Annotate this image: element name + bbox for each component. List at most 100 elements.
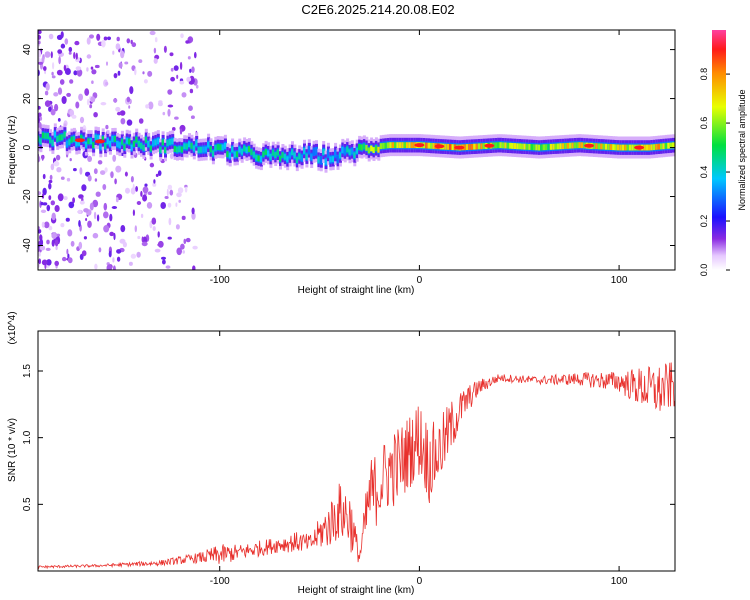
heatmap-noise-cell: [46, 259, 52, 266]
heatmap-noise-cell: [167, 184, 173, 190]
heatmap-noise-cell: [60, 176, 65, 180]
heatmap-ridge-cell: [545, 144, 548, 151]
heatmap-noise-cell: [38, 155, 41, 163]
heatmap-ridge-cell: [604, 143, 608, 150]
heatmap-peak-cell: [634, 145, 645, 150]
heatmap-ridge-cell: [619, 144, 623, 151]
heatmap-noise-cell: [58, 56, 61, 65]
heatmap-ridge-cell: [250, 149, 254, 156]
heatmap-ridge-cell: [70, 136, 74, 143]
heatmap-ridge-cell: [80, 134, 84, 141]
heatmap-noise-cell: [174, 116, 179, 120]
heatmap-noise-cell: [168, 217, 172, 226]
heatmap-noise-cell: [52, 62, 55, 70]
heatmap-ridge-cell: [516, 143, 520, 150]
heatmap-ridge-cell: [322, 149, 326, 155]
heatmap-noise-cell: [189, 68, 192, 73]
heatmap-noise-cell: [195, 84, 199, 89]
spectrogram-x-label: Height of straight line (km): [298, 285, 415, 296]
heatmap-noise-cell: [184, 186, 188, 193]
heatmap-noise-cell: [93, 112, 98, 118]
heatmap-noise-cell: [46, 204, 51, 212]
heatmap-ridge-cell: [152, 140, 155, 147]
heatmap-ridge-cell: [600, 143, 604, 150]
heatmap-noise-cell: [138, 59, 143, 63]
heatmap-noise-cell: [93, 211, 97, 220]
heatmap-noise-cell: [48, 225, 53, 231]
heatmap-noise-cell: [78, 220, 81, 227]
colorbar-tick-label: 0.8: [699, 68, 709, 81]
heatmap-noise-cell: [132, 209, 135, 216]
heatmap-ridge-cell: [312, 148, 316, 155]
heatmap-noise-cell: [113, 73, 118, 79]
heatmap-ridge-cell: [655, 143, 659, 150]
heatmap-ridge-cell: [626, 144, 630, 151]
heatmap-ridge-cell: [228, 152, 232, 159]
heatmap-noise-cell: [167, 89, 173, 95]
heatmap-noise-cell: [115, 43, 121, 50]
heatmap-noise-cell: [65, 217, 70, 222]
heatmap-noise-cell: [104, 167, 108, 173]
heatmap-ridge-cell: [178, 146, 182, 152]
heatmap-ridge-cell: [271, 149, 275, 156]
heatmap-ridge-cell: [672, 142, 675, 149]
heatmap-ridge-cell: [144, 136, 148, 143]
heatmap-ridge-cell: [75, 140, 79, 147]
heatmap-peak-cell: [74, 138, 85, 143]
heatmap-noise-cell: [181, 215, 186, 220]
heatmap-noise-cell: [112, 50, 115, 55]
heatmap-noise-cell: [50, 200, 55, 206]
heatmap-noise-cell: [131, 42, 137, 48]
heatmap-noise-cell: [145, 104, 150, 109]
heatmap-noise-cell: [40, 209, 47, 213]
heatmap-ridge-cell: [377, 146, 381, 153]
heatmap-ridge-cell: [329, 156, 333, 163]
heatmap-noise-cell: [113, 232, 116, 241]
heatmap-ridge-cell: [667, 142, 671, 149]
heatmap-ridge-cell: [274, 152, 278, 158]
heatmap-noise-cell: [105, 81, 109, 86]
heatmap-noise-cell: [51, 71, 54, 76]
heatmap-noise-cell: [166, 188, 169, 197]
heatmap-ridge-cell: [315, 148, 318, 155]
heatmap-ridge-cell: [346, 146, 350, 153]
spectrogram-panel: -100 0 100 40 20 0 -20 -40 Height of straight l…: [7, 29, 676, 296]
heatmap-noise-cell: [103, 36, 108, 41]
heatmap-noise-cell: [167, 202, 172, 208]
heatmap-ridge-cell: [199, 146, 203, 153]
heatmap-noise-cell: [103, 202, 108, 211]
heatmap-noise-cell: [120, 118, 126, 125]
heatmap-noise-cell: [106, 264, 113, 270]
heatmap-ridge-cell: [499, 142, 503, 149]
heatmap-ridge-cell: [470, 143, 474, 150]
heatmap-noise-cell: [164, 196, 169, 199]
heatmap-noise-cell: [149, 162, 155, 168]
heatmap-noise-cell: [71, 114, 77, 119]
heatmap-noise-cell: [116, 256, 121, 262]
heatmap-noise-cell: [68, 46, 73, 53]
heatmap-ridge-cell: [578, 142, 582, 149]
heatmap-ridge-cell: [41, 132, 45, 139]
heatmap-ridge-cell: [592, 143, 596, 149]
heatmap-noise-cell: [179, 61, 183, 70]
heatmap-noise-cell: [61, 256, 67, 262]
heatmap-noise-cell: [50, 163, 55, 171]
heatmap-ridge-cell: [147, 141, 151, 147]
heatmap-noise-cell: [152, 226, 156, 231]
heatmap-ridge-cell: [501, 142, 505, 149]
heatmap-noise-cell: [89, 202, 94, 211]
heatmap-noise-cell: [67, 229, 73, 237]
heatmap-noise-cell: [57, 49, 63, 54]
heatmap-ridge-cell: [370, 145, 374, 152]
heatmap-ridge-cell: [319, 157, 323, 164]
heatmap-noise-cell: [38, 61, 44, 65]
heatmap-noise-cell: [97, 160, 103, 165]
heatmap-noise-cell: [142, 194, 148, 202]
heatmap-ridge-cell: [406, 142, 409, 149]
spectrogram-x-tick-label: 100: [611, 275, 628, 286]
heatmap-noise-cell: [83, 236, 87, 240]
heatmap-noise-cell: [70, 240, 75, 247]
heatmap-ridge-cell: [156, 138, 160, 145]
heatmap-ridge-cell: [209, 146, 213, 153]
